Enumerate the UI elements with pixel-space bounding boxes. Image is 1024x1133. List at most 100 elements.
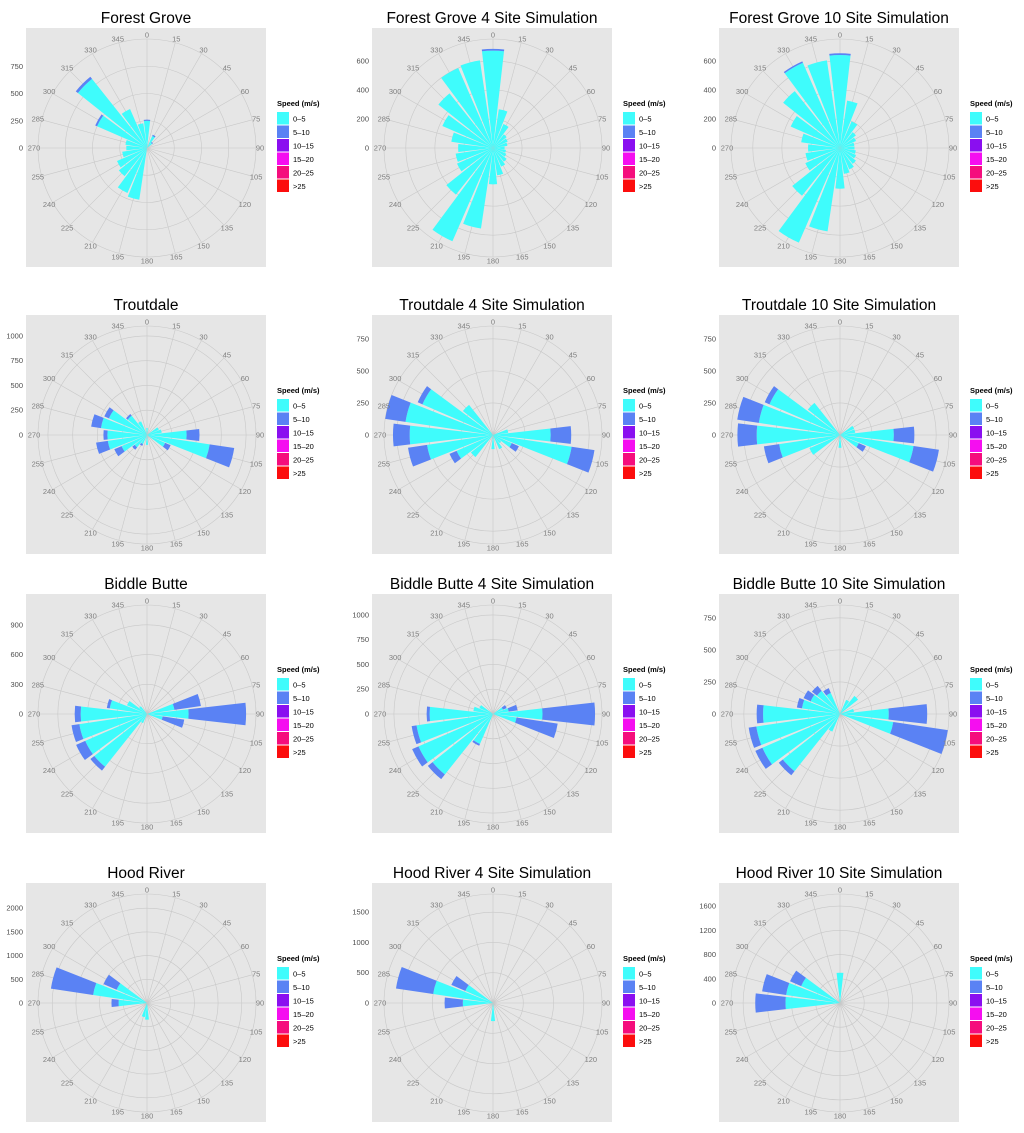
radial-tick-label: 500 xyxy=(703,366,716,375)
direction-label: 75 xyxy=(598,114,606,123)
legend-swatch xyxy=(623,1021,635,1034)
rose-bar xyxy=(811,685,822,696)
grid-spoke xyxy=(839,1002,918,1081)
direction-label: 270 xyxy=(374,431,387,440)
direction-label: 210 xyxy=(84,528,97,537)
rose-bar xyxy=(756,714,840,746)
direction-label: 300 xyxy=(389,374,402,383)
grid-spoke xyxy=(146,713,202,809)
direction-label: 300 xyxy=(736,374,749,383)
rose-bar xyxy=(801,699,840,714)
legend-swatch xyxy=(277,1007,289,1020)
direction-label: 345 xyxy=(804,321,817,330)
direction-label: 315 xyxy=(61,64,74,73)
rose-bar xyxy=(836,972,844,1003)
legend-label: 10–15 xyxy=(986,997,1007,1006)
rose-bar xyxy=(114,446,125,457)
direction-label: 90 xyxy=(949,431,957,440)
grid-spoke xyxy=(146,636,225,715)
legend-label: 20–25 xyxy=(293,735,314,744)
direction-label: 255 xyxy=(32,460,45,469)
direction-label: 60 xyxy=(934,942,942,951)
direction-label: 225 xyxy=(754,1078,767,1087)
legend-title: Speed (m/s) xyxy=(277,954,320,963)
rose-bar xyxy=(206,444,235,468)
legend-swatch xyxy=(623,1007,635,1020)
legend-label: 0–5 xyxy=(986,402,999,411)
grid-spoke xyxy=(146,93,242,149)
grid-spoke xyxy=(146,42,176,149)
grid-spoke xyxy=(146,1002,242,1058)
direction-label: 0 xyxy=(145,318,149,327)
direction-label: 30 xyxy=(545,333,553,342)
radial-tick-label: 750 xyxy=(703,613,716,622)
legend-title: Speed (m/s) xyxy=(623,954,666,963)
direction-label: 255 xyxy=(378,1028,391,1037)
grid-spoke xyxy=(785,1002,841,1098)
legend-label: 20–25 xyxy=(986,1024,1007,1033)
direction-label: 240 xyxy=(43,487,56,496)
radial-tick-label: 1600 xyxy=(699,902,716,911)
rose-bar xyxy=(840,132,856,148)
rose-bar xyxy=(127,415,147,435)
direction-label: 330 xyxy=(777,612,790,621)
rose-bar xyxy=(97,115,147,148)
grid-spoke xyxy=(92,340,148,436)
grid-spoke xyxy=(146,897,176,1004)
legend-label: 20–25 xyxy=(293,169,314,178)
direction-label: 210 xyxy=(430,528,443,537)
grid-spoke xyxy=(69,1002,148,1081)
rose-bar xyxy=(426,706,430,722)
rose-bar xyxy=(840,148,856,159)
legend-swatch xyxy=(277,453,289,466)
direction-label: 135 xyxy=(914,510,927,519)
direction-label: 0 xyxy=(838,597,842,606)
radial-tick-label: 0 xyxy=(365,710,369,719)
rose-bar xyxy=(782,714,840,772)
grid-spoke xyxy=(146,713,225,792)
rose-bar xyxy=(90,755,106,771)
rose-bar xyxy=(493,148,506,167)
rose-bar xyxy=(125,140,147,148)
legend: Speed (m/s) 0–5 5–10 10–15 15–20 20–25 >25 xyxy=(277,954,320,1047)
direction-label: 135 xyxy=(914,223,927,232)
rose-bar xyxy=(784,62,840,148)
direction-label: 0 xyxy=(491,597,495,606)
direction-label: 180 xyxy=(834,544,847,553)
legend-label: 10–15 xyxy=(639,708,660,717)
radial-tick-label: 0 xyxy=(365,431,369,440)
legend-label: 10–15 xyxy=(293,708,314,717)
rose-bar xyxy=(840,142,855,148)
grid-spoke xyxy=(146,925,225,1004)
grid-spoke xyxy=(492,147,588,203)
grid-spoke xyxy=(839,659,935,715)
rose-bar xyxy=(188,702,247,726)
rose-bar xyxy=(493,148,506,153)
direction-label: 195 xyxy=(111,1108,124,1117)
direction-label: 45 xyxy=(916,919,924,928)
direction-label: 210 xyxy=(430,1096,443,1105)
grid-spoke xyxy=(492,434,571,513)
rose-bar xyxy=(456,435,493,459)
direction-label: 0 xyxy=(145,31,149,40)
chart-title: Biddle Butte 10 Site Simulation xyxy=(733,576,946,593)
legend-label: 10–15 xyxy=(293,997,314,1006)
grid-spoke xyxy=(92,713,148,809)
direction-label: 255 xyxy=(32,173,45,182)
legend-swatch xyxy=(623,152,635,165)
grid-spoke xyxy=(839,948,935,1004)
rose-chart: Hood River 4 Site Simulation 0 15 30 45 60 75 9… xyxy=(352,865,666,1122)
direction-label: 165 xyxy=(170,540,183,549)
legend-swatch xyxy=(970,139,982,152)
rose-bar xyxy=(810,694,840,714)
grid-spoke xyxy=(839,406,946,436)
direction-label: 195 xyxy=(804,819,817,828)
direction-label: 75 xyxy=(598,401,606,410)
direction-label: 30 xyxy=(892,612,900,621)
grid-spoke xyxy=(464,1002,494,1109)
direction-label: 180 xyxy=(487,544,500,553)
rose-bar xyxy=(493,435,572,465)
radial-tick-label: 400 xyxy=(703,85,716,94)
direction-label: 180 xyxy=(141,257,154,266)
legend-swatch xyxy=(970,166,982,179)
